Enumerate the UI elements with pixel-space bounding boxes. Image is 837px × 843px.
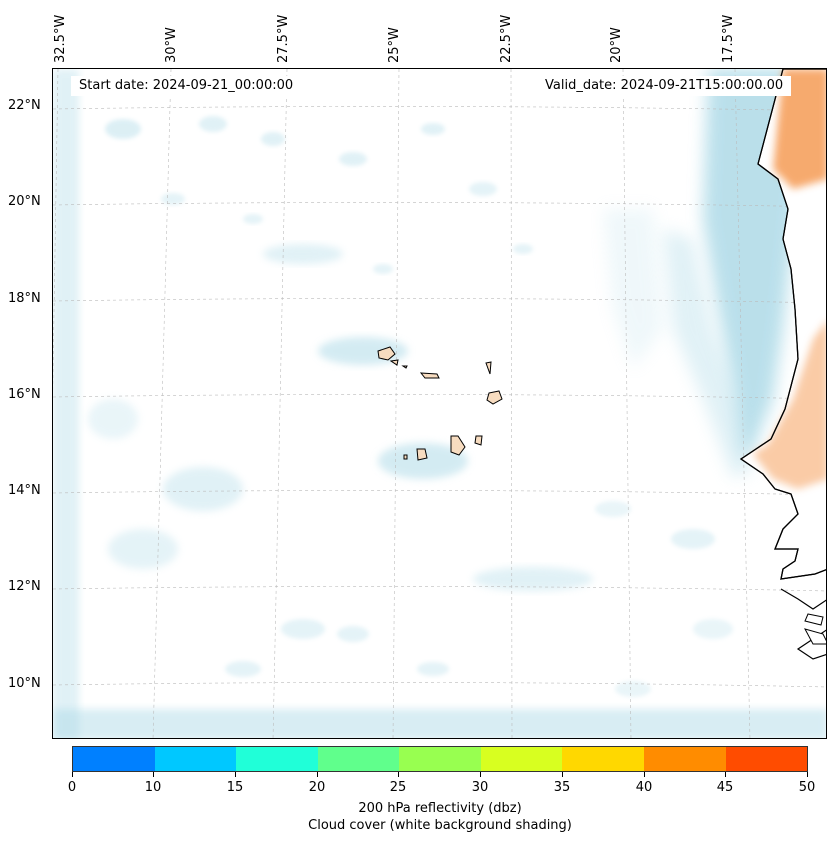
colorbar-tick-label: 10 bbox=[144, 780, 162, 795]
colorbar-sublabel: Cloud cover (white background shading) bbox=[308, 818, 572, 833]
colorbar-tick-label: 45 bbox=[716, 780, 734, 795]
colorbar-tick bbox=[153, 772, 154, 777]
colorbar-tick-label: 25 bbox=[389, 780, 407, 795]
start-date-label: Start date: 2024-09-21_00:00:00 bbox=[71, 76, 302, 96]
colorbar-segment bbox=[562, 747, 644, 771]
lat-label-16n: 16°N bbox=[8, 387, 41, 402]
lat-label-20n: 20°N bbox=[8, 194, 41, 209]
reflectivity-colorbar bbox=[72, 746, 808, 772]
colorbar-tick bbox=[72, 772, 73, 777]
colorbar-label: 200 hPa reflectivity (dbz) bbox=[358, 801, 522, 816]
colorbar-tick bbox=[398, 772, 399, 777]
valid-date-label: Valid_date: 2024-09-21T15:00:00.00 bbox=[537, 76, 792, 96]
colorbar-segment bbox=[154, 747, 237, 771]
map-canvas bbox=[53, 69, 826, 738]
colorbar-tick-label: 15 bbox=[226, 780, 244, 795]
colorbar-tick bbox=[807, 772, 808, 777]
graticule bbox=[53, 69, 826, 738]
colorbar-segment bbox=[73, 747, 155, 771]
colorbar-tick bbox=[644, 772, 645, 777]
colorbar-segment bbox=[317, 747, 400, 771]
lat-label-14n: 14°N bbox=[8, 483, 41, 498]
colorbar-tick-label: 30 bbox=[471, 780, 489, 795]
lon-label-27-5w: 27.5°W bbox=[276, 14, 291, 63]
colorbar-tick bbox=[725, 772, 726, 777]
colorbar-tick-label: 20 bbox=[308, 780, 326, 795]
colorbar-segment bbox=[399, 747, 481, 771]
colorbar-tick-label: 40 bbox=[635, 780, 653, 795]
colorbar-segment bbox=[643, 747, 726, 771]
cloud-cover-shading bbox=[53, 69, 826, 738]
colorbar-segment bbox=[480, 747, 563, 771]
lat-label-18n: 18°N bbox=[8, 291, 41, 306]
colorbar-tick-label: 35 bbox=[553, 780, 571, 795]
lon-label-30w: 30°W bbox=[164, 27, 179, 63]
colorbar-segment bbox=[236, 747, 318, 771]
colorbar-tick bbox=[317, 772, 318, 777]
lat-label-12n: 12°N bbox=[8, 579, 41, 594]
cape-verde-islands bbox=[377, 346, 503, 461]
colorbar-tick-label: 0 bbox=[67, 780, 77, 795]
lon-label-22-5w: 22.5°W bbox=[499, 14, 514, 63]
colorbar-tick bbox=[235, 772, 236, 777]
africa-mainland bbox=[739, 69, 826, 660]
colorbar-segment bbox=[725, 747, 808, 771]
lon-label-20w: 20°W bbox=[609, 27, 624, 63]
lat-label-22n: 22°N bbox=[8, 98, 41, 113]
colorbar-tick bbox=[562, 772, 563, 777]
lat-label-10n: 10°N bbox=[8, 676, 41, 691]
colorbar-tick bbox=[480, 772, 481, 777]
lon-label-32-5w: 32.5°W bbox=[53, 14, 68, 63]
map-panel[interactable] bbox=[52, 68, 827, 739]
colorbar-tick-label: 50 bbox=[798, 780, 816, 795]
lon-label-25w: 25°W bbox=[387, 27, 402, 63]
lon-label-17-5w: 17.5°W bbox=[721, 14, 736, 63]
